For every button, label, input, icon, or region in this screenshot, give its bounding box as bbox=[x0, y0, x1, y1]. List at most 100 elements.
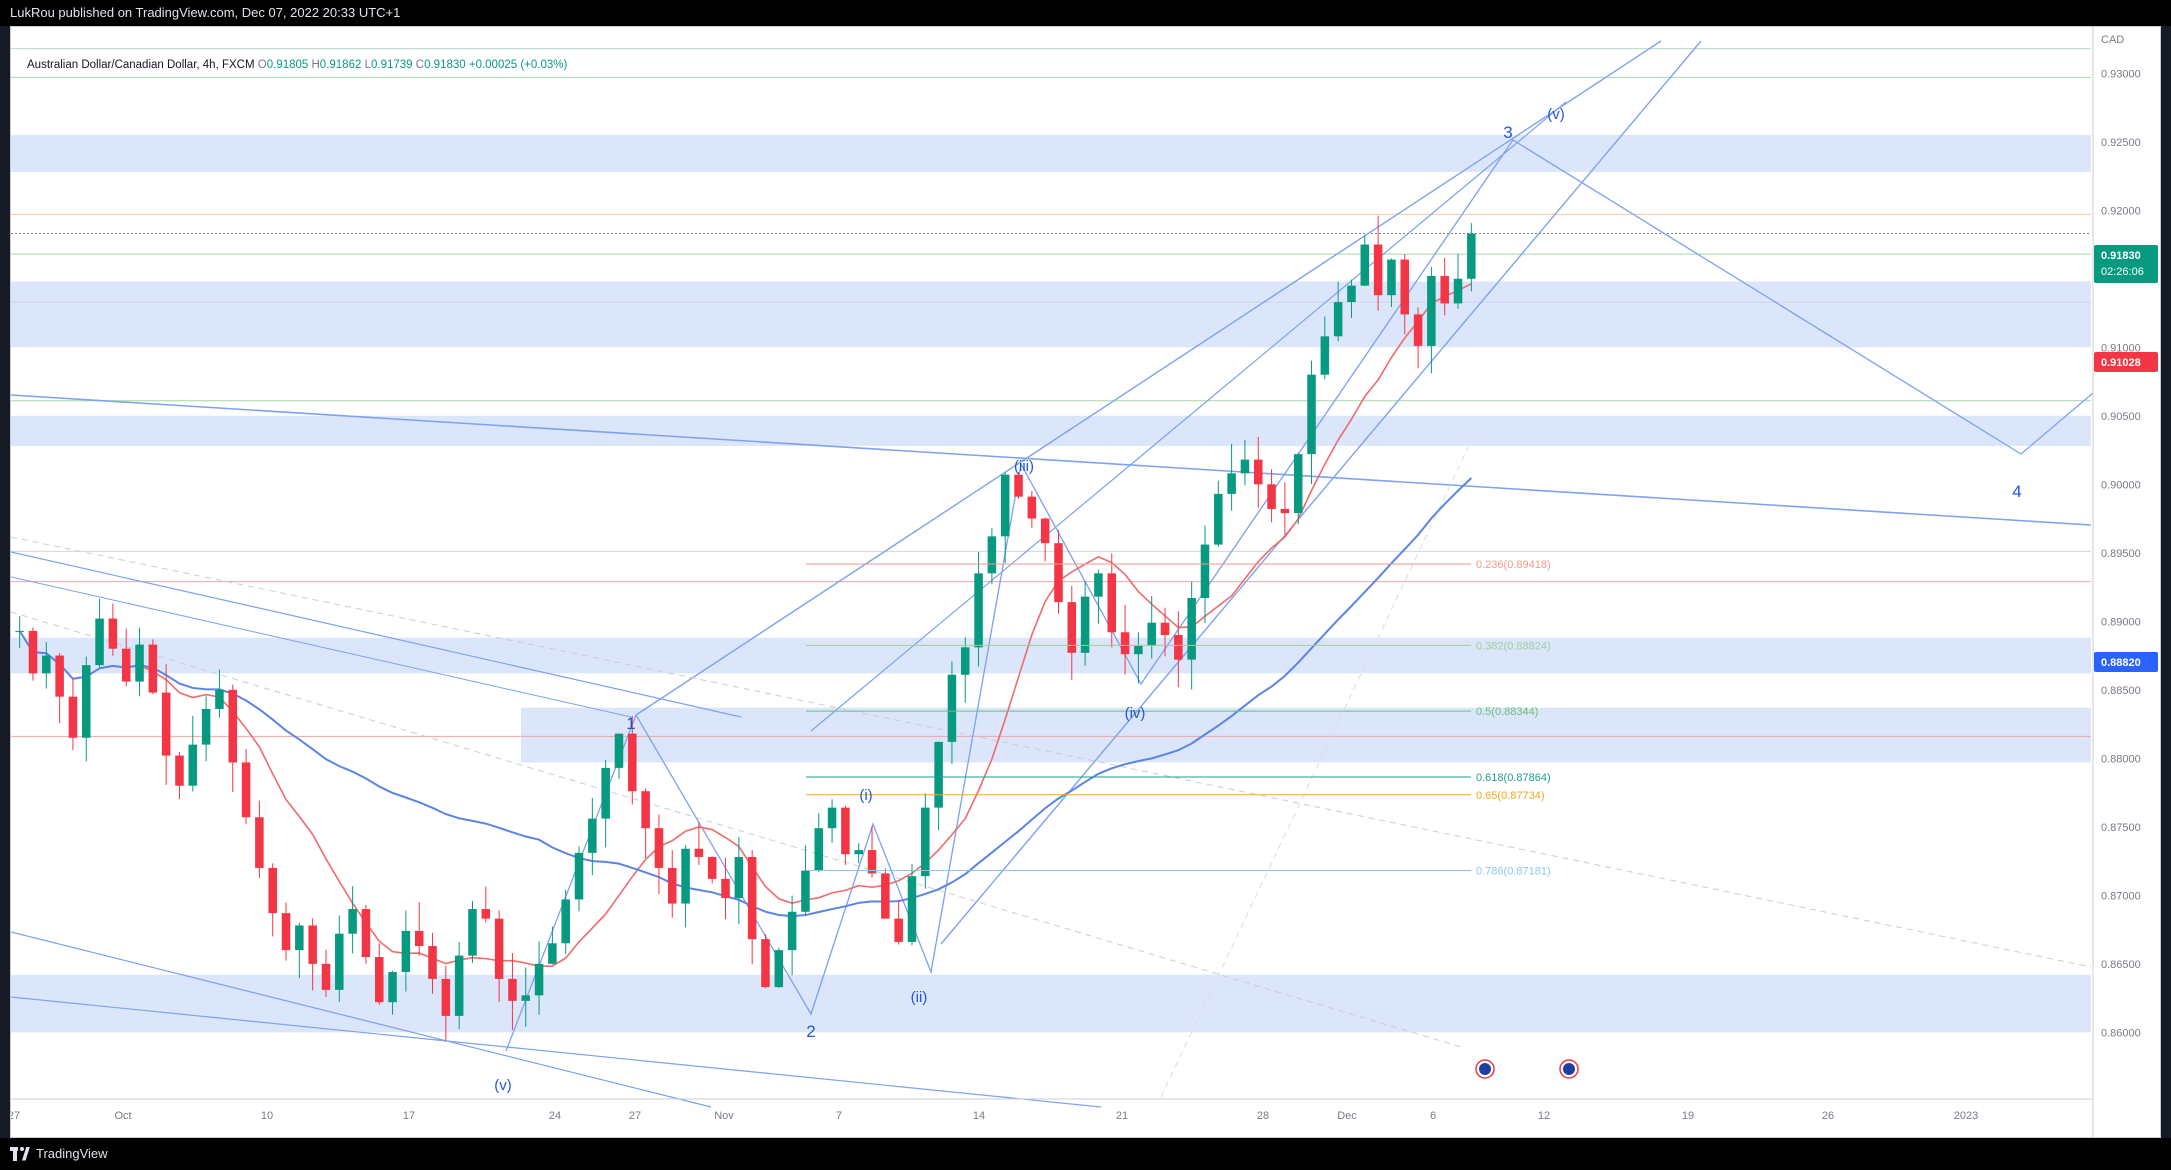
candle-body bbox=[747, 856, 757, 940]
trendline bbox=[11, 394, 2092, 526]
price-tag-value: 0.91830 bbox=[2101, 250, 2141, 262]
candle-body bbox=[295, 925, 304, 951]
candle-body bbox=[761, 939, 770, 988]
candle-body bbox=[801, 870, 810, 912]
candle-body bbox=[1000, 474, 1010, 537]
candle-body bbox=[468, 909, 477, 956]
zone-band bbox=[11, 281, 2091, 348]
trendline bbox=[11, 996, 1102, 1108]
zone-band bbox=[11, 974, 2091, 1033]
candle-body bbox=[1080, 596, 1090, 653]
candle-body bbox=[881, 873, 890, 919]
trendline bbox=[940, 40, 1702, 945]
candle-body bbox=[707, 856, 717, 879]
zone-band bbox=[11, 415, 2091, 446]
candle-body bbox=[348, 909, 357, 934]
wave-label: 4 bbox=[2012, 482, 2021, 501]
candle-body bbox=[574, 852, 584, 900]
candle-body bbox=[42, 655, 51, 674]
elliott-wave-path bbox=[505, 139, 2094, 1052]
candle-body bbox=[108, 618, 118, 649]
candle-body bbox=[1347, 285, 1356, 303]
chart-frame[interactable]: 0.236(0.89418) 0.382(0.88824) 0.5(0.88344)… bbox=[10, 26, 2161, 1138]
candle-body bbox=[1427, 276, 1436, 346]
x-tick-label: 27 bbox=[11, 1110, 20, 1122]
trendline bbox=[11, 551, 742, 718]
y-tick-label: 0.90000 bbox=[2101, 479, 2141, 491]
price-tag-countdown: 02:26:06 bbox=[2101, 266, 2144, 278]
wave-label: (v) bbox=[494, 1077, 512, 1094]
candle-body bbox=[814, 828, 824, 871]
candle-body bbox=[1014, 474, 1023, 497]
fib-level-label: 0.236(0.89418) bbox=[1476, 559, 1551, 571]
wave-label: (i) bbox=[859, 787, 872, 804]
candle-body bbox=[268, 867, 277, 914]
x-tick-label: 17 bbox=[403, 1110, 415, 1122]
candle-body bbox=[1373, 244, 1383, 296]
candle-body bbox=[481, 909, 491, 919]
wave-label: 3 bbox=[1503, 123, 1512, 142]
candle-body bbox=[1174, 635, 1183, 660]
candle-body bbox=[1253, 459, 1263, 485]
candle-body bbox=[1267, 484, 1276, 509]
wave-label: 1 bbox=[626, 714, 635, 733]
y-tick-label: 0.89000 bbox=[2101, 616, 2141, 628]
candle-body bbox=[428, 946, 437, 979]
x-tick-label: 26 bbox=[1822, 1110, 1834, 1122]
candle-body bbox=[1333, 302, 1343, 337]
candle-body bbox=[1094, 573, 1103, 597]
candle-body bbox=[241, 762, 251, 818]
x-tick-label: 28 bbox=[1257, 1110, 1269, 1122]
candle-body bbox=[15, 630, 24, 632]
candle-body bbox=[1360, 244, 1370, 286]
low-value: 0.91739 bbox=[370, 59, 413, 71]
candle-body bbox=[1200, 544, 1210, 599]
candle-body bbox=[1293, 454, 1303, 514]
close-label: C bbox=[415, 59, 425, 71]
candle-body bbox=[95, 618, 104, 666]
candle-body bbox=[1107, 573, 1117, 633]
price-chart[interactable]: 0.236(0.89418) 0.382(0.88824) 0.5(0.88344)… bbox=[11, 27, 2160, 1137]
x-tick-label: 2023 bbox=[1954, 1110, 1978, 1122]
candle-body bbox=[28, 630, 38, 674]
x-tick-label: 21 bbox=[1116, 1110, 1128, 1122]
price-tag bbox=[2094, 352, 2158, 372]
candle-body bbox=[135, 644, 144, 682]
candle-body bbox=[734, 856, 744, 899]
candle-body bbox=[201, 708, 211, 745]
moving-average-blue bbox=[18, 477, 1473, 918]
candle-body bbox=[921, 807, 930, 877]
candle-body bbox=[774, 950, 784, 988]
candle-body bbox=[854, 850, 863, 855]
symbol-legend: Australian Dollar/Canadian Dollar, 4h, F… bbox=[27, 59, 567, 71]
candle-body bbox=[494, 918, 504, 979]
candle-body bbox=[148, 644, 158, 693]
candle-body bbox=[228, 689, 238, 763]
price-tag bbox=[2094, 245, 2158, 283]
y-tick-label: 0.90500 bbox=[2101, 411, 2141, 423]
y-tick-label: 0.92500 bbox=[2101, 137, 2141, 149]
trendline bbox=[810, 101, 1567, 732]
wave-label: (iii) bbox=[1014, 458, 1034, 475]
price-tag-value: 0.91028 bbox=[2101, 357, 2141, 369]
close-value: 0.91830 bbox=[424, 59, 466, 71]
x-tick-label: 7 bbox=[836, 1110, 842, 1122]
high-value: 0.91862 bbox=[319, 59, 362, 71]
x-tick-label: 10 bbox=[261, 1110, 273, 1122]
tradingview-logo[interactable]: TradingView bbox=[10, 1146, 108, 1161]
zone-band bbox=[11, 637, 2091, 674]
candle-body bbox=[1120, 632, 1130, 655]
candle-body bbox=[1280, 508, 1290, 514]
candle-body bbox=[628, 733, 637, 792]
y-tick-label: 0.87500 bbox=[2101, 822, 2141, 834]
candle-body bbox=[1307, 374, 1316, 455]
price-axis bbox=[2093, 27, 2160, 1137]
wave-label: (iv) bbox=[1125, 705, 1146, 722]
candle-body bbox=[641, 791, 650, 829]
axis-unit-label: CAD bbox=[2101, 34, 2124, 46]
candle-body bbox=[1227, 473, 1236, 494]
candle-body bbox=[454, 955, 464, 1016]
zone-band bbox=[521, 707, 2091, 763]
fib-level-label: 0.382(0.88824) bbox=[1476, 640, 1551, 652]
y-tick-label: 0.89500 bbox=[2101, 548, 2141, 560]
